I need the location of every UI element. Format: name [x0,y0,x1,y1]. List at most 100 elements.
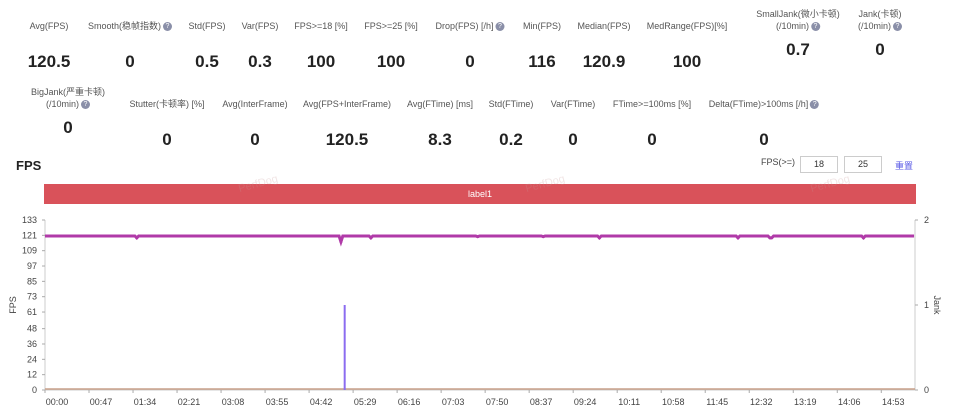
stat-label-text: Min(FPS) [523,21,561,31]
x-tick-label: 10:11 [618,397,640,407]
stat-label-text: Median(FPS) [577,21,631,31]
stat-value: 100 [306,52,336,71]
stat-stats_row2-7: FTime>=100ms [%] 0 [613,98,691,150]
stat-value: 0 [647,130,657,149]
stat-label: Avg(FTime) [ms] [407,98,473,110]
stat-value: 0 [125,52,135,71]
stat-value: 0 [162,130,172,149]
stat-label: Min(FPS) [523,20,561,32]
y-tick-label: 97 [27,261,37,271]
stat-label: Median(FPS) [577,20,630,32]
stat-stats_row1-5: FPS>=25 [%] 100 [364,20,418,72]
stat-stats_row1-9: MedRange(FPS)[%] 100 [647,20,728,72]
threshold-label: FPS(>=) [761,157,796,167]
stat-label: FPS>=25 [%] [364,20,418,32]
help-icon[interactable]: ? [810,100,820,110]
y2-tick-label: 0 [924,385,929,395]
y-tick-label: 48 [27,324,37,334]
y2-tick-label: 2 [924,215,929,225]
stat-label: Std(FPS) [188,20,225,32]
threshold-input-1[interactable]: 18 [800,156,838,173]
stat-stats_row2-3: Avg(FPS+InterFrame) 120.5 [303,98,391,150]
y2-tick-label: 1 [924,300,929,310]
stat-value: 0 [465,52,475,71]
stat-stats_row2-1: Stutter(卡顿率) [%] 0 [129,98,204,150]
y-tick-label: 24 [27,354,37,364]
stat-label: SmallJank(微小卡顿) (/10min)? [756,8,840,32]
stat-value: 0.3 [248,52,272,71]
stat-stats_row1-1: Smooth(稳帧指数)? 0 [87,20,173,72]
y-tick-label: 73 [27,292,37,302]
y-tick-label: 109 [22,246,37,256]
x-tick-label: 13:19 [794,397,817,407]
x-tick-label: 00:00 [46,397,69,407]
stat-label-text: Avg(InterFrame) [222,99,288,109]
stat-stats_row2-6: Var(FTime) 0 [551,98,596,150]
x-tick-label: 08:37 [530,397,553,407]
stat-stats_row2-4: Avg(FTime) [ms] 8.3 [407,98,473,150]
stat-stats_row2-5: Std(FTime) 0.2 [489,98,534,150]
stat-label-text: SmallJank(微小卡顿) [756,9,840,19]
stat-label: Delta(FTime)>100ms [/h]? [709,98,820,110]
reset-button[interactable]: 重置 [895,161,914,171]
label-band[interactable]: label1 [44,184,916,204]
x-tick-label: 03:55 [266,397,289,407]
stat-label: Std(FTime) [489,98,534,110]
stat-value: 0.5 [195,52,219,71]
x-tick-label: 01:34 [134,397,157,407]
x-tick-label: 07:03 [442,397,465,407]
stat-label-text: Drop(FPS) [/h] [435,21,494,31]
y2-axis-label: Jank [932,295,942,315]
y-tick-label: 133 [22,215,37,225]
stat-value: 0.7 [786,40,810,59]
stat-label-text: Smooth(稳帧指数) [87,21,162,31]
stat-label-unit: (/10min) [45,99,80,109]
stat-label: MedRange(FPS)[%] [647,20,728,32]
stat-value: 0 [759,130,769,149]
x-tick-label: 00:47 [90,397,113,407]
stat-label: FTime>=100ms [%] [613,98,691,110]
fps-dip-point [861,236,865,240]
x-tick-label: 02:21 [178,397,201,407]
stat-value: 100 [376,52,406,71]
stat-label: FPS>=18 [%] [294,20,348,32]
help-icon[interactable]: ? [811,22,821,32]
x-tick-label: 06:16 [398,397,421,407]
stat-stats_row1-8: Median(FPS) 120.9 [577,20,630,72]
fps-dip-point [736,236,740,240]
y-tick-label: 12 [27,370,37,380]
stat-label: Smooth(稳帧指数)? [87,20,173,32]
stat-label-text: Avg(FTime) [ms] [406,99,474,109]
stat-label-text: MedRange(FPS)[%] [646,21,728,31]
stat-label: Var(FTime) [551,98,596,110]
stat-stats_row1-11: Jank(卡顿) (/10min)? 0 [858,8,903,60]
stat-label: Stutter(卡顿率) [%] [129,98,204,110]
x-tick-label: 10:58 [662,397,685,407]
fps-line [45,234,915,247]
y-axis-label: FPS [8,296,18,314]
threshold-input-2[interactable]: 25 [844,156,882,173]
help-icon[interactable]: ? [893,22,903,32]
stat-label-text: Var(FPS) [241,21,279,31]
stat-value: 0 [875,40,885,59]
stat-value: 120.9 [582,52,626,71]
stat-label-text: BigJank(严重卡顿) [30,87,106,97]
x-tick-label: 05:29 [354,397,377,407]
help-icon[interactable]: ? [495,22,505,32]
stat-label-text: Std(FPS) [188,21,226,31]
y-tick-label: 36 [27,339,37,349]
stat-stats_row1-3: Var(FPS) 0.3 [242,20,279,72]
help-icon[interactable]: ? [81,100,91,110]
stat-label-text: Avg(FPS) [29,21,69,31]
help-icon[interactable]: ? [163,22,173,32]
jank-bar [343,305,346,390]
stat-stats_row1-4: FPS>=18 [%] 100 [294,20,348,72]
x-tick-label: 14:06 [838,397,861,407]
stat-value: 0 [63,118,73,137]
x-tick-label: 07:50 [486,397,509,407]
stat-value: 120.5 [325,130,369,149]
stat-stats_row1-2: Std(FPS) 0.5 [188,20,225,72]
stat-label: Avg(InterFrame) [222,98,287,110]
stat-label: Avg(FPS) [28,20,71,32]
